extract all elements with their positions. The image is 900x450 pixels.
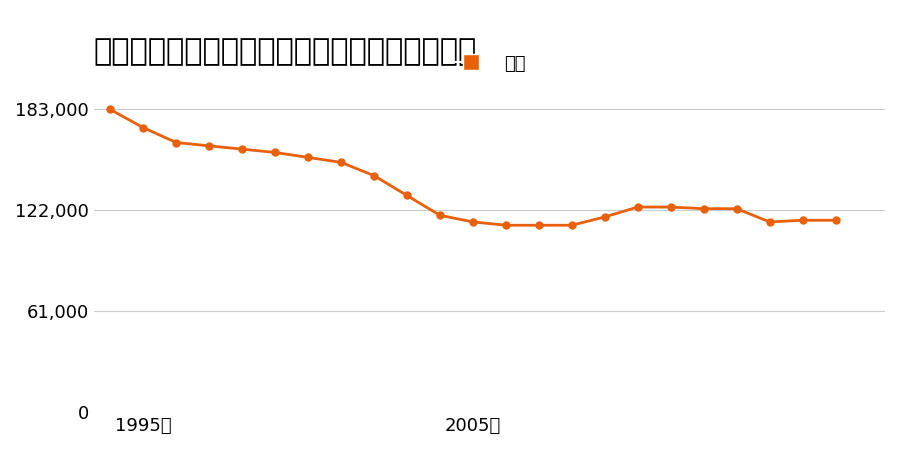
価格 bbox=[203, 143, 214, 148]
Line: 価格: 価格 bbox=[107, 106, 839, 229]
価格 bbox=[171, 140, 182, 145]
価格 bbox=[797, 217, 808, 223]
価格 bbox=[665, 204, 676, 210]
価格 bbox=[633, 204, 643, 210]
価格 bbox=[534, 223, 544, 228]
Text: 愛知県名古屋市緑区横吹町６０９番の地価推移: 愛知県名古屋市緑区横吹町６０９番の地価推移 bbox=[94, 37, 477, 67]
価格 bbox=[138, 125, 148, 130]
価格 bbox=[237, 146, 248, 152]
価格 bbox=[566, 223, 577, 228]
価格 bbox=[500, 223, 511, 228]
価格 bbox=[830, 217, 841, 223]
価格 bbox=[369, 173, 380, 178]
Legend: 価格: 価格 bbox=[446, 47, 533, 80]
価格 bbox=[336, 160, 346, 165]
価格 bbox=[302, 155, 313, 160]
価格 bbox=[764, 219, 775, 225]
価格 bbox=[435, 212, 446, 218]
価格 bbox=[731, 206, 742, 211]
価格 bbox=[270, 150, 281, 155]
価格 bbox=[599, 214, 610, 220]
価格 bbox=[104, 107, 115, 112]
価格 bbox=[401, 193, 412, 198]
価格 bbox=[467, 219, 478, 225]
価格 bbox=[698, 206, 709, 211]
